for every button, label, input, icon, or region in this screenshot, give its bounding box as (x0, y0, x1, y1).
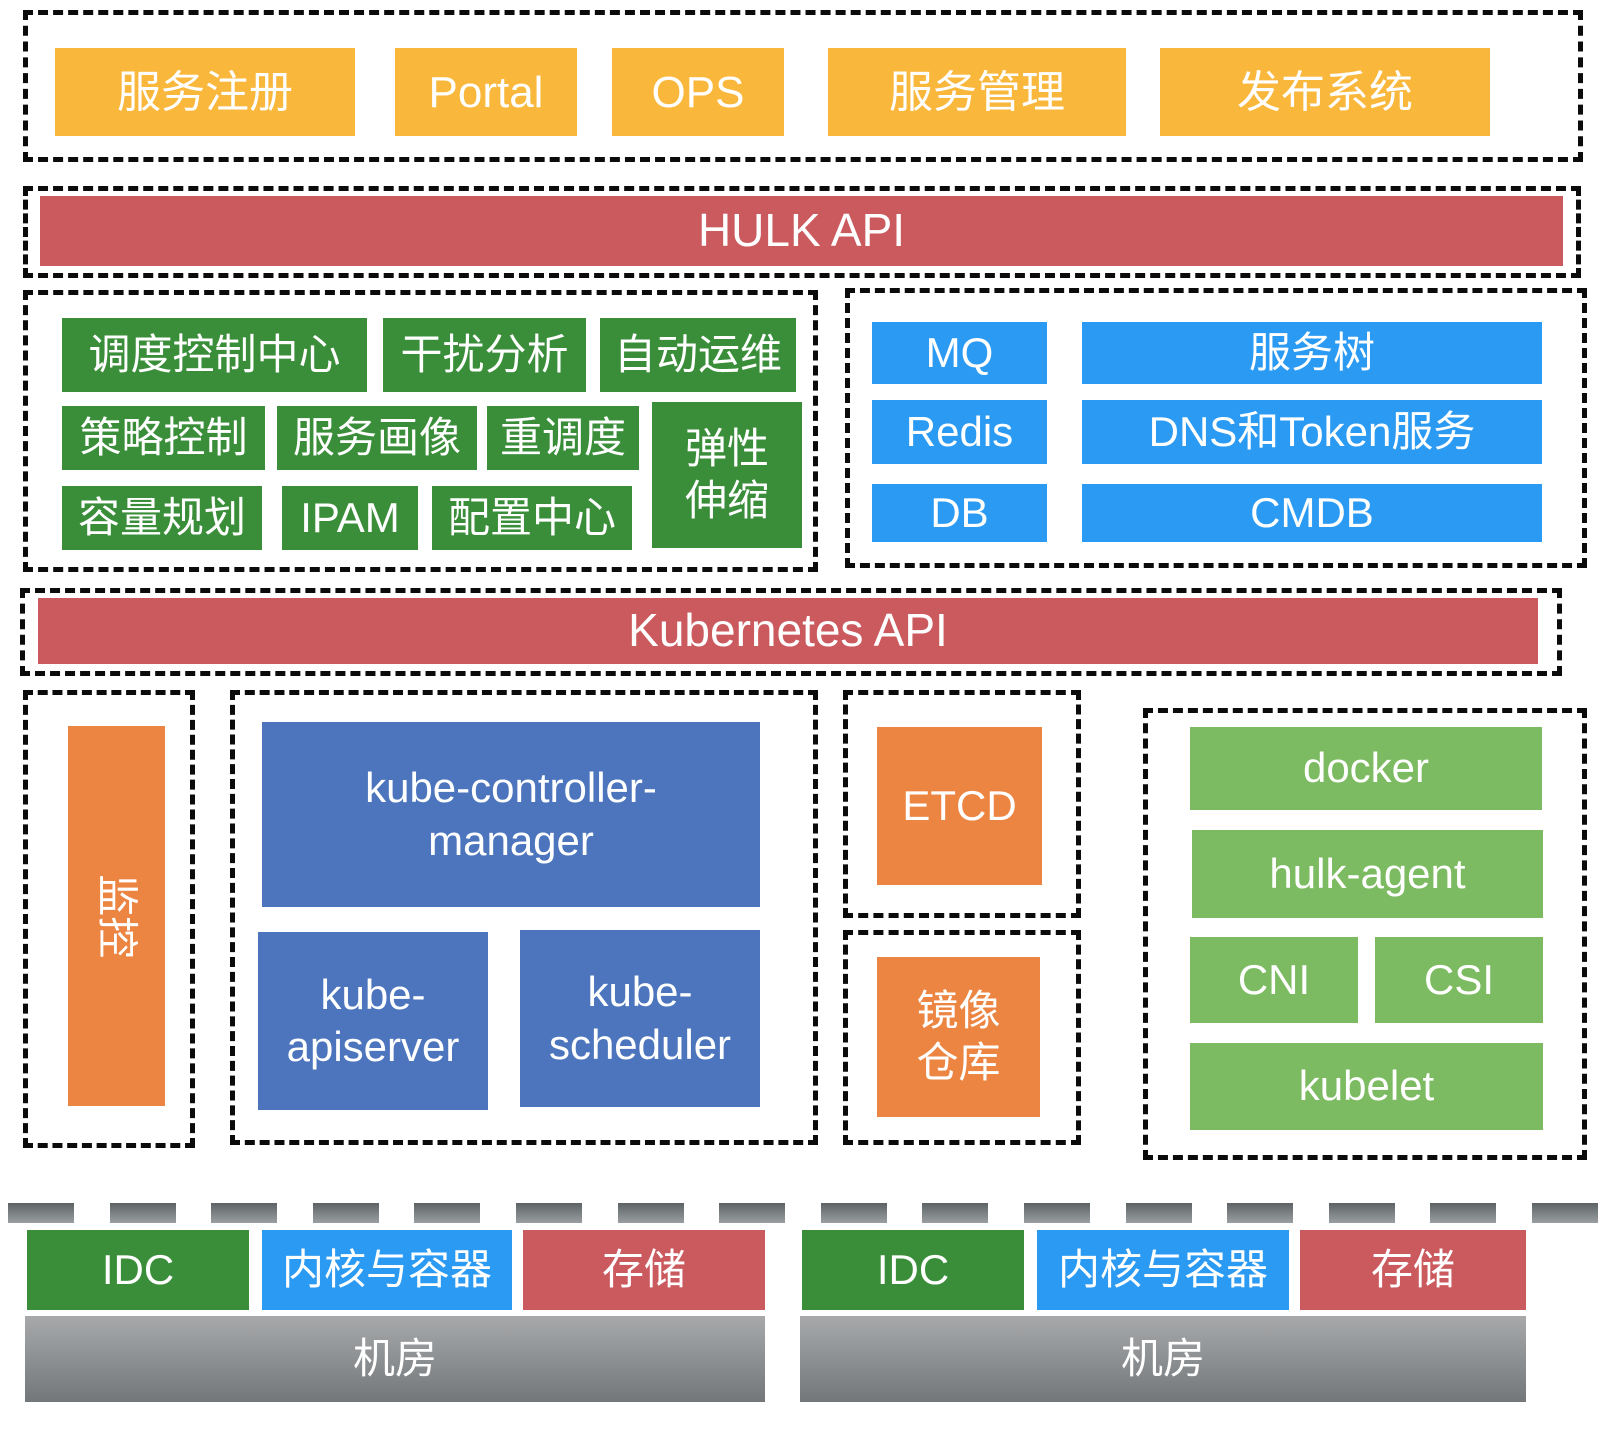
box-cni: CNI (1190, 937, 1358, 1023)
hulk-api-container: HULK API (23, 186, 1581, 278)
box-auto-ops: 自动运维 (600, 318, 796, 392)
box-kube-scheduler: kube-scheduler (520, 930, 760, 1107)
access-box-service-management: 服务管理 (828, 48, 1126, 136)
divider-dash (515, 1203, 582, 1223)
divider-dash (922, 1203, 989, 1223)
divider-dash (109, 1203, 176, 1223)
divider-dash (211, 1203, 278, 1223)
divider-dash (312, 1203, 379, 1223)
box-interference-analysis: 干扰分析 (383, 318, 586, 392)
box-elastic-scaling: 弹性伸缩 (652, 402, 802, 548)
datacenter-group-1: IDC 内核与容器 存储 机房 (25, 1230, 765, 1402)
divider-dash (1328, 1203, 1395, 1223)
scheduling-layer-container: 调度控制中心 干扰分析 自动运维 策略控制 服务画像 重调度 弹性伸缩 容量规划… (23, 290, 818, 572)
machine-room-bar-2: 机房 (800, 1316, 1526, 1402)
box-image-registry: 镜像仓库 (877, 957, 1040, 1117)
middleware-layer-container: MQ 服务树 Redis DNS和Token服务 DB CMDB (845, 288, 1587, 568)
box-ipam: IPAM (282, 486, 418, 550)
box-service-tree: 服务树 (1082, 322, 1542, 384)
hulk-api-bar: HULK API (40, 196, 1563, 266)
divider-dash (719, 1203, 786, 1223)
box-policy-control: 策略控制 (62, 406, 265, 470)
machine-room-bar-1: 机房 (25, 1316, 765, 1402)
monitoring-label: 监控 (93, 873, 141, 959)
divider-dash (414, 1203, 481, 1223)
box-scheduling-control-center: 调度控制中心 (62, 318, 367, 392)
box-db: DB (872, 484, 1047, 542)
divider-dash (820, 1203, 887, 1223)
box-docker: docker (1190, 727, 1542, 810)
box-idc-2: IDC (802, 1230, 1024, 1310)
kubernetes-api-bar: Kubernetes API (38, 598, 1538, 664)
box-mq: MQ (872, 322, 1047, 384)
box-capacity-planning: 容量规划 (62, 486, 262, 550)
box-idc-1: IDC (27, 1230, 249, 1310)
divider-dash (1023, 1203, 1090, 1223)
box-kernel-container-2: 内核与容器 (1037, 1230, 1289, 1310)
box-kube-apiserver: kube-apiserver (258, 932, 488, 1110)
box-kubelet: kubelet (1190, 1043, 1543, 1130)
divider-dash (617, 1203, 684, 1223)
master-components-container: kube-controller-manager kube-apiserver k… (230, 690, 818, 1145)
divider-dash (8, 1203, 74, 1223)
access-box-release-system: 发布系统 (1160, 48, 1490, 136)
datacenter-group-2: IDC 内核与容器 存储 机房 (800, 1230, 1526, 1402)
box-dns-token-service: DNS和Token服务 (1082, 400, 1542, 464)
box-rescheduling: 重调度 (487, 406, 639, 470)
kubernetes-api-container: Kubernetes API (20, 588, 1562, 676)
access-layer-container: 服务注册 Portal OPS 服务管理 发布系统 (23, 10, 1583, 162)
monitoring-box: 监控 (68, 726, 165, 1106)
etcd-container: ETCD (843, 690, 1081, 918)
box-config-center: 配置中心 (432, 486, 632, 550)
monitoring-container: 监控 (23, 690, 195, 1148)
box-service-profile: 服务画像 (277, 406, 477, 470)
box-redis: Redis (872, 400, 1047, 464)
node-components-container: docker hulk-agent CNI CSI kubelet (1143, 708, 1587, 1160)
box-storage-1: 存储 (523, 1230, 765, 1310)
divider-dash (1125, 1203, 1192, 1223)
box-storage-2: 存储 (1300, 1230, 1526, 1310)
box-csi: CSI (1375, 937, 1543, 1023)
image-registry-container: 镜像仓库 (843, 930, 1081, 1145)
box-kernel-container-1: 内核与容器 (262, 1230, 512, 1310)
access-box-service-registry: 服务注册 (55, 48, 355, 136)
box-kube-controller-manager: kube-controller-manager (262, 722, 760, 907)
divider-dash (1430, 1203, 1497, 1223)
section-divider (8, 1203, 1598, 1223)
box-cmdb: CMDB (1082, 484, 1542, 542)
access-box-portal: Portal (395, 48, 577, 136)
divider-dash (1227, 1203, 1294, 1223)
divider-dash (1531, 1203, 1598, 1223)
access-box-ops: OPS (612, 48, 784, 136)
box-etcd: ETCD (877, 727, 1042, 885)
box-hulk-agent: hulk-agent (1192, 830, 1543, 918)
